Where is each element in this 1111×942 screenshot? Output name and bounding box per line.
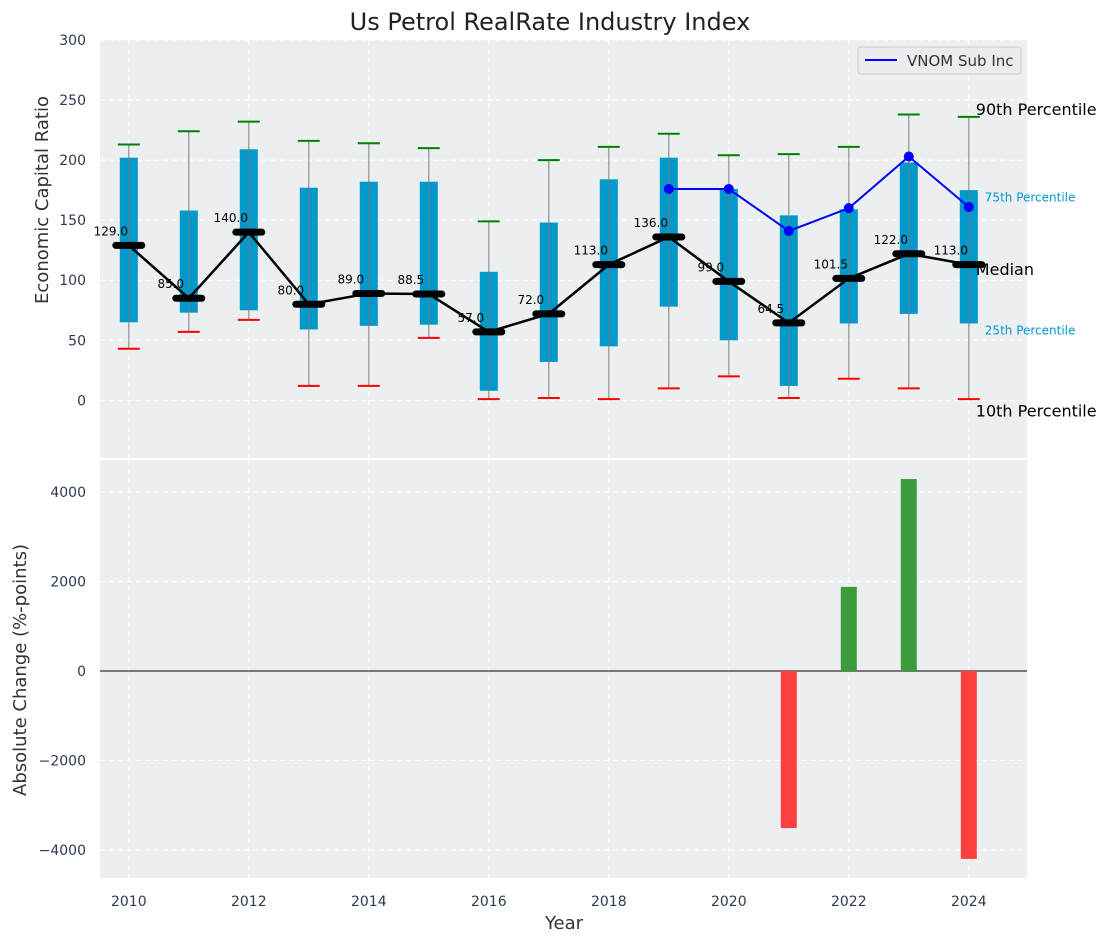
legend: VNOM Sub Inc — [857, 46, 1022, 75]
bottom-plot-area — [100, 460, 1027, 878]
x-tick-label: 2014 — [351, 894, 387, 910]
median-label-2024: 113.0 — [934, 244, 968, 258]
top-y-tick-label: 200 — [59, 153, 86, 169]
median-label-2020: 99.0 — [697, 260, 724, 274]
top-y-axis-label: Economic Capital Ratio — [32, 96, 53, 304]
bottom-y-tick-label: 0 — [77, 664, 86, 680]
series-point-2020 — [723, 183, 734, 194]
series-point-2019 — [663, 183, 674, 194]
median-label-2010: 129.0 — [94, 224, 128, 238]
median-label-2011: 85.0 — [157, 277, 184, 291]
change-bar-2024 — [960, 670, 977, 859]
x-tick-label: 2016 — [471, 894, 507, 910]
series-line-vnom — [668, 155, 970, 233]
series-point-2024 — [963, 201, 974, 212]
top-y-tick-label: 150 — [59, 213, 86, 229]
change-bar-2022 — [840, 586, 857, 671]
change-bar-2023 — [900, 479, 917, 671]
annotation-p90: 90th Percentile — [976, 100, 1097, 119]
bottom-y-tick-label: −4000 — [39, 843, 86, 859]
x-tick-label: 2010 — [111, 894, 147, 910]
x-tick-label: 2020 — [711, 894, 747, 910]
top-y-tick-label: 250 — [59, 93, 86, 109]
x-axis-label: Year — [544, 913, 584, 934]
bottom-y-tick-label: −2000 — [39, 753, 86, 769]
median-label-2013: 80.0 — [277, 283, 304, 297]
bottom-y-tick-label: 4000 — [50, 485, 86, 501]
x-tick-label: 2012 — [231, 894, 267, 910]
top-y-tick-label: 100 — [59, 273, 86, 289]
annotation-p10: 10th Percentile — [976, 401, 1097, 420]
series-point-2022 — [843, 203, 854, 214]
top-y-tick-label: 300 — [59, 33, 86, 49]
x-tick-label: 2018 — [591, 894, 627, 910]
top-y-tick-label: 50 — [68, 333, 86, 349]
bottom-y-tick-label: 2000 — [50, 574, 86, 590]
top-plot-area — [100, 40, 1027, 458]
median-label-2015: 88.5 — [397, 273, 424, 287]
median-label-2014: 89.0 — [337, 272, 364, 286]
change-bar-2021 — [780, 670, 797, 829]
series-point-2021 — [783, 225, 794, 236]
median-label-2022: 101.5 — [814, 257, 848, 271]
x-tick-label: 2022 — [831, 894, 867, 910]
annotation-p75: 75th Percentile — [985, 190, 1076, 204]
series-point-2023 — [903, 151, 914, 162]
chart-title: Us Petrol RealRate Industry Index — [350, 8, 751, 36]
median-label-2023: 122.0 — [874, 233, 908, 247]
legend-box — [857, 46, 1022, 75]
median-label-2017: 72.0 — [517, 293, 544, 307]
median-label-2016: 57.0 — [457, 311, 484, 325]
median-label-2019: 136.0 — [634, 216, 668, 230]
median-label-2018: 113.0 — [574, 244, 608, 258]
annotation-p25: 25th Percentile — [985, 324, 1076, 338]
bottom-y-axis-label: Absolute Change (%-points) — [10, 544, 31, 796]
top-y-tick-label: 0 — [77, 393, 86, 409]
median-label-2021: 64.5 — [757, 302, 784, 316]
legend-label: VNOM Sub Inc — [907, 52, 1014, 70]
x-tick-label: 2024 — [951, 894, 987, 910]
median-label-2012: 140.0 — [214, 211, 248, 225]
annotation-median: Median — [976, 260, 1034, 279]
